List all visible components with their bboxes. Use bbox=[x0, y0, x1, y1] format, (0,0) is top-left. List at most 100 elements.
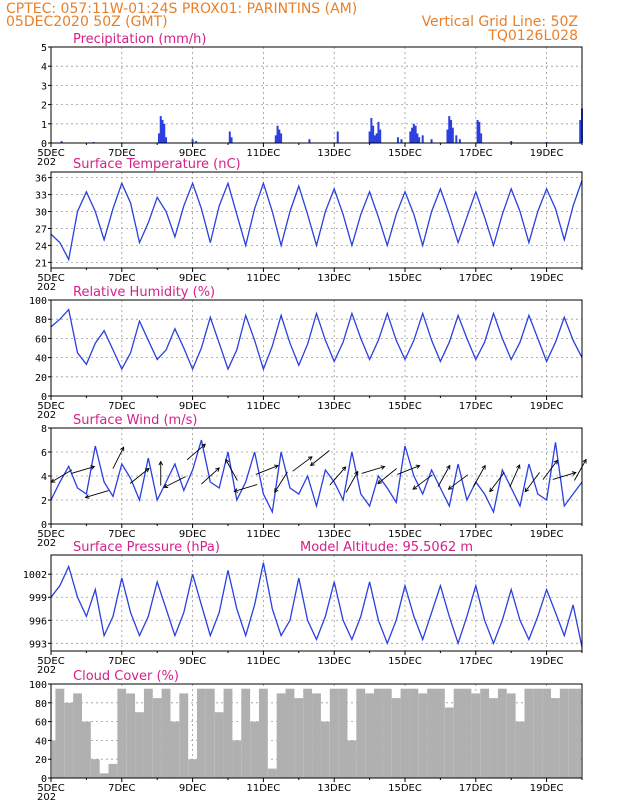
header-location: CPTEC: 057:11W-01:24S PROX01: PARINTINS … bbox=[6, 1, 357, 17]
wind-arrow-head bbox=[215, 467, 220, 472]
wind-arrow-head bbox=[446, 464, 451, 470]
cloud-bar bbox=[312, 693, 321, 778]
xtick-label: 11DEC bbox=[247, 148, 281, 159]
wind-arrow bbox=[85, 490, 109, 498]
precip-bar bbox=[191, 139, 194, 143]
xtick-label: 5DEC bbox=[37, 273, 64, 284]
precip-bar bbox=[195, 141, 198, 143]
cloud-bar bbox=[365, 693, 375, 778]
rh-panel: 0 20 40 60 80 100 5DEC 7DEC 9DEC 11DEC 13DEC 15DEC 1… bbox=[29, 285, 583, 421]
wind-arrow-head bbox=[341, 466, 347, 471]
xtick-label: 11DEC bbox=[247, 783, 281, 794]
xtick-label: 9DEC bbox=[179, 148, 206, 159]
wind-arrow-head bbox=[354, 470, 359, 476]
xtick-year-partial: 202 bbox=[37, 538, 56, 549]
wind-arrow bbox=[489, 472, 505, 492]
precip-bar bbox=[336, 131, 339, 143]
panels: 0 1 2 3 4 5 5DEC 7DEC 9DEC 11DEC 13DEC 15DEC 17DEC 19… bbox=[23, 32, 587, 800]
xtick-label: 7DEC bbox=[108, 401, 135, 412]
precip-bar bbox=[430, 139, 433, 143]
xtick-label: 9DEC bbox=[179, 273, 206, 284]
wind-arrow-head bbox=[377, 479, 382, 485]
pres-panel: 993 996 999 1002 5DEC 7DEC 9DEC 11DEC 13DEC 15DEC… bbox=[23, 540, 583, 676]
xtick-label: 15DEC bbox=[388, 783, 422, 794]
xtick-label: 19DEC bbox=[530, 401, 564, 412]
cloud-bar bbox=[338, 688, 348, 778]
wind-arrow bbox=[574, 459, 587, 481]
precip-bar bbox=[280, 133, 283, 143]
wind-arrow-head bbox=[201, 443, 206, 449]
wind-arrow-head bbox=[307, 456, 313, 461]
precip-bar bbox=[165, 137, 168, 143]
precip-bar bbox=[161, 119, 164, 143]
wind-arrow bbox=[329, 466, 346, 486]
cloud-bar bbox=[267, 768, 277, 778]
precip-bar bbox=[276, 125, 279, 143]
precip-bar bbox=[373, 135, 376, 143]
ytick-label: 999 bbox=[29, 593, 47, 604]
wind-arrow bbox=[509, 464, 521, 488]
precip-bar bbox=[400, 139, 403, 143]
xtick-label: 5DEC bbox=[37, 401, 64, 412]
cloud-bar bbox=[356, 688, 366, 778]
temp-title: Surface Temperature (nC) bbox=[73, 157, 241, 172]
wind-arrow bbox=[51, 469, 73, 483]
ytick-label: 21 bbox=[35, 258, 47, 269]
wind-arrow bbox=[397, 465, 420, 475]
cloud-bar bbox=[285, 688, 295, 778]
ytick-label: 993 bbox=[29, 639, 47, 650]
cloud-bar bbox=[143, 688, 153, 778]
precip-frame bbox=[50, 46, 583, 144]
xtick-label: 17DEC bbox=[459, 783, 493, 794]
precip-bar bbox=[510, 141, 513, 143]
cloud-bar bbox=[152, 698, 162, 778]
precip-title: Precipitation (mm/h) bbox=[73, 32, 206, 47]
precip-bar bbox=[446, 129, 449, 143]
wind-arrow bbox=[163, 476, 186, 488]
ytick-label: 2 bbox=[41, 496, 47, 507]
xtick-label: 5DEC bbox=[37, 529, 64, 540]
precip-bar bbox=[157, 133, 160, 143]
cloud-bar bbox=[471, 693, 481, 778]
ytick-label: 80 bbox=[35, 315, 47, 326]
header-vertical-grid: Vertical Grid Line: 50Z bbox=[422, 14, 578, 30]
xtick-label: 5DEC bbox=[37, 783, 64, 794]
cloud-bar bbox=[435, 688, 445, 778]
ytick-label: 5 bbox=[41, 43, 47, 54]
wind-arrow-head bbox=[571, 471, 577, 476]
cloud-bar bbox=[559, 688, 569, 778]
cloud-bar bbox=[52, 740, 56, 778]
cloud-bar bbox=[99, 773, 109, 778]
wind-arrow bbox=[292, 456, 313, 472]
precip-bar bbox=[458, 139, 461, 143]
xtick-label: 17DEC bbox=[459, 529, 493, 540]
precip-bar bbox=[455, 135, 458, 143]
cloud-bar bbox=[73, 693, 82, 778]
precip-bar bbox=[418, 137, 421, 143]
xtick-label: 17DEC bbox=[459, 401, 493, 412]
wind-arrow bbox=[524, 472, 541, 492]
cloud-bar bbox=[418, 693, 428, 778]
ytick-label: 0 bbox=[41, 392, 47, 403]
wind-arrow bbox=[310, 450, 330, 466]
wind-arrow-head bbox=[158, 460, 164, 466]
wind-arrow bbox=[186, 443, 206, 461]
rh-series-line bbox=[50, 308, 583, 372]
cloud-bar bbox=[329, 688, 339, 778]
xtick-label: 5DEC bbox=[37, 656, 64, 667]
wind-arrow-head bbox=[447, 485, 453, 490]
cloud-bar bbox=[427, 688, 436, 778]
ytick-label: 60 bbox=[35, 334, 47, 345]
ytick-label: 100 bbox=[29, 296, 47, 307]
wind-arrow-head bbox=[233, 488, 239, 493]
cloud-bar bbox=[542, 688, 552, 778]
precip-bar bbox=[308, 139, 311, 143]
ytick-label: 0 bbox=[41, 139, 47, 150]
wind-arrow bbox=[473, 465, 486, 487]
cloud-bar bbox=[480, 688, 490, 778]
wind-arrow-head bbox=[309, 461, 315, 467]
xtick-label: 11DEC bbox=[247, 273, 281, 284]
wind-arrow-head bbox=[415, 464, 421, 469]
cloud-bar bbox=[577, 688, 581, 778]
cloud-panel: 0 20 40 60 80 100 5DEC 7DEC 9DEC 11DEC 13DEC 15DEC 1… bbox=[29, 669, 583, 800]
